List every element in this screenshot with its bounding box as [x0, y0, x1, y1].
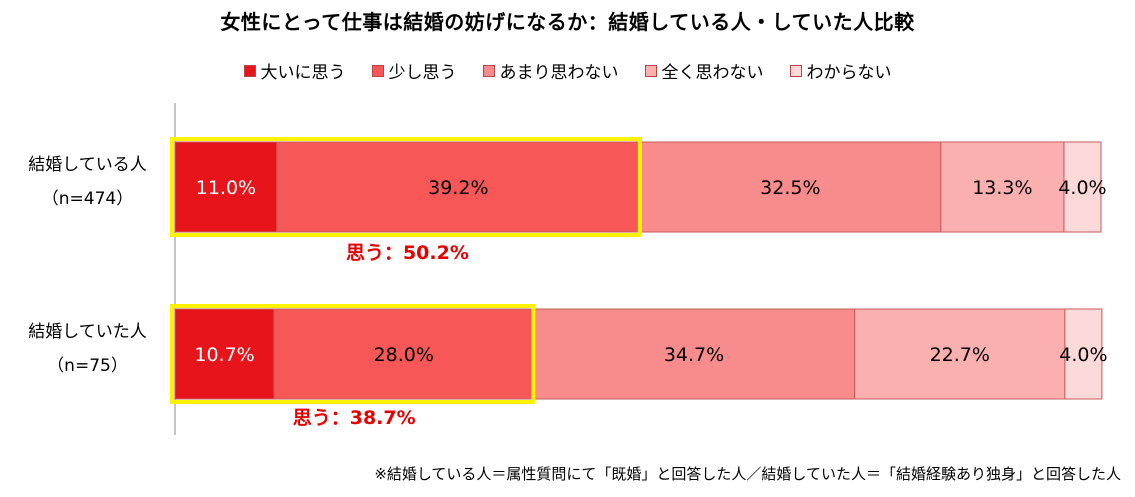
- bar-r1-s1: [273, 308, 534, 400]
- footnote: ※結婚している人＝属性質問にて「既婚」と回答した人／結婚していた人＝「結婚経験あ…: [374, 465, 1121, 483]
- bar-r1-s3: [854, 308, 1066, 400]
- highlight-frame-r0: [170, 137, 642, 237]
- legend-swatch-2: [482, 64, 495, 77]
- legend-swatch-1: [371, 64, 384, 77]
- legend-label-3: 全く思わない: [661, 63, 764, 83]
- legend-label-0: 大いに思う: [260, 63, 346, 83]
- legend-item-0: 大いに思う: [243, 58, 346, 83]
- legend-swatch-0: [243, 64, 256, 77]
- bar-label-r1-s0: 10.7%: [194, 344, 254, 366]
- bar-r0-s2: [639, 141, 942, 233]
- legend-swatch-4: [789, 64, 802, 77]
- bar-r0-s0: [174, 141, 278, 233]
- bar-label-r1-s2: 34.7%: [664, 344, 724, 366]
- bar-r1-s0: [174, 308, 275, 400]
- bar-label-r1-s3: 22.7%: [930, 344, 990, 366]
- legend-label-2: あまり思わない: [499, 63, 619, 83]
- row-label-formerly-married: 結婚していた人 （n=75）: [0, 315, 175, 383]
- bar-r1-s4: [1064, 308, 1103, 400]
- legend-label-4: わからない: [806, 63, 892, 83]
- bar-label-r0-s1: 39.2%: [428, 177, 488, 199]
- row-label-formerly-married-name: 結婚していた人: [28, 322, 147, 342]
- row-label-formerly-married-n: （n=75）: [47, 356, 128, 376]
- row-label-married: 結婚している人 （n=474）: [0, 148, 175, 216]
- legend: 大いに思う 少し思う あまり思わない 全く思わない わからない: [0, 58, 1135, 83]
- row-label-married-name: 結婚している人: [28, 155, 147, 175]
- bar-label-r0-s3: 13.3%: [972, 177, 1032, 199]
- legend-item-4: わからない: [789, 58, 892, 83]
- legend-label-1: 少し思う: [388, 63, 457, 83]
- bar-label-r0-s4: 4.0%: [1058, 177, 1106, 199]
- bar-r0-s4: [1063, 141, 1102, 233]
- legend-swatch-3: [644, 64, 657, 77]
- row-label-married-n: （n=474）: [41, 189, 134, 209]
- bar-label-r0-s2: 32.5%: [760, 177, 820, 199]
- bar-label-r1-s4: 4.0%: [1059, 344, 1107, 366]
- bar-r1-s2: [532, 308, 856, 400]
- highlight-frame-r1: [170, 304, 536, 404]
- legend-item-3: 全く思わない: [644, 58, 764, 83]
- annotation-r1: 思う：38.7%: [293, 407, 416, 429]
- chart-title: 女性にとって仕事は結婚の妨げになるか：結婚している人・していた人比較: [220, 10, 915, 34]
- legend-item-1: 少し思う: [371, 58, 457, 83]
- bar-r0-s1: [276, 141, 641, 233]
- bar-label-r0-s0: 11.0%: [196, 177, 256, 199]
- annotation-r0: 思う：50.2%: [346, 242, 469, 264]
- legend-item-2: あまり思わない: [482, 58, 619, 83]
- bar-label-r1-s1: 28.0%: [374, 344, 434, 366]
